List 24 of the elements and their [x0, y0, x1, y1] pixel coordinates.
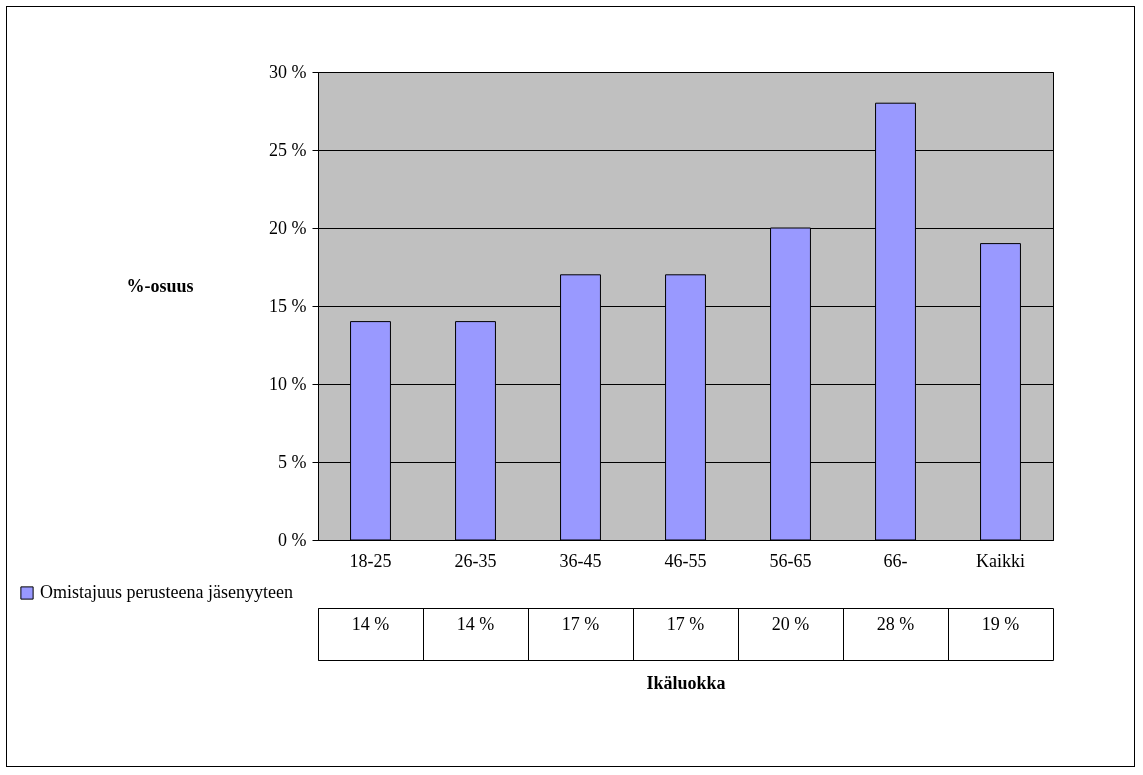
y-tick-label: 25 %: [269, 139, 307, 160]
y-axis-title: %-osuus: [126, 275, 194, 296]
x-tick-label: 46-55: [664, 550, 707, 571]
y-tick-label: 10 %: [269, 373, 307, 394]
y-tick-label: 30 %: [269, 61, 307, 82]
data-label: 28 %: [876, 614, 915, 634]
data-label: 20 %: [771, 614, 810, 634]
x-tick-label: 18-25: [349, 550, 392, 571]
text: Ikäluokka: [646, 672, 726, 693]
x-tick-label: 26-35: [454, 550, 497, 571]
data-label: 14 %: [456, 614, 495, 634]
y-tick-label: 20 %: [269, 217, 307, 238]
y-tick-label: 15 %: [269, 295, 307, 316]
legend-label: Omistajuus perusteena jäsenyyteen: [40, 582, 293, 602]
y-tick-label: 5 %: [278, 451, 307, 472]
x-tick-label: 66-: [883, 550, 908, 571]
y-tick-label: 0 %: [278, 529, 307, 550]
x-tick-label: Kaikki: [976, 550, 1025, 571]
data-label: 14 %: [351, 614, 390, 634]
x-tick-label: 56-65: [769, 550, 812, 571]
data-label: 17 %: [561, 614, 600, 634]
data-label: 17 %: [666, 614, 705, 634]
x-tick-label: 36-45: [559, 550, 602, 571]
data-label: 19 %: [981, 614, 1020, 634]
